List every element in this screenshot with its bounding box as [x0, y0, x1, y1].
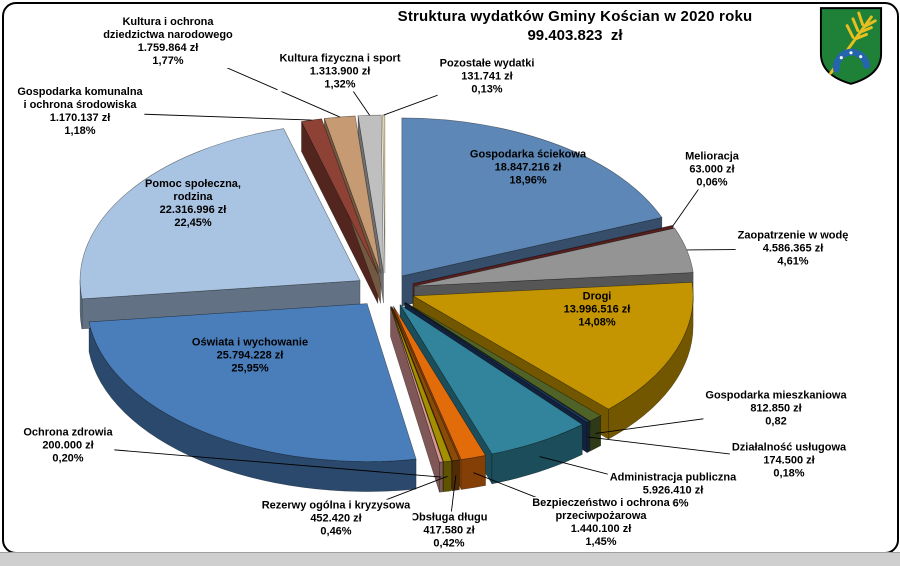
leader-line-2 — [686, 248, 794, 251]
pie-slice-7 — [393, 306, 487, 460]
leader-line-5 — [588, 436, 790, 462]
pie-slice-4 — [405, 302, 602, 422]
pie-slice-10 — [390, 306, 444, 463]
leader-line-1 — [672, 169, 713, 226]
horseshoe-nails — [839, 51, 863, 60]
pie-slice-wall-7 — [460, 455, 486, 490]
leader-line-14 — [167, 41, 340, 118]
pie-slice-0 — [401, 117, 663, 277]
pie-slice-6 — [399, 304, 583, 455]
pie-slice-8 — [391, 306, 460, 462]
leader-line-13 — [79, 111, 312, 121]
pie-slice-5 — [404, 302, 591, 424]
pie-slice-15 — [357, 114, 384, 274]
chart-title: Struktura wydatków Gminy Kościan w 2020 … — [397, 8, 753, 25]
coat-of-arms — [819, 7, 883, 85]
bottom-gray-strip — [0, 552, 900, 566]
pie-slice-12 — [79, 128, 361, 300]
pie-slice-wall-9 — [443, 460, 452, 493]
pie-slice-3 — [412, 282, 694, 410]
pie-slice-9 — [390, 306, 452, 463]
chart-total: 99.403.823 zł — [527, 27, 623, 44]
pie-slice-wall-8 — [452, 459, 460, 492]
pie-slice-14 — [323, 115, 381, 274]
pie-slice-wall-4 — [589, 415, 601, 452]
pie-slice-11 — [88, 303, 417, 462]
leader-line-10 — [67, 445, 442, 478]
leader-line-7 — [473, 472, 602, 524]
leader-line-15 — [339, 71, 370, 116]
title-block: Struktura wydatków Gminy Kościan w 2020 … — [398, 8, 753, 44]
leader-line-16 — [383, 76, 488, 116]
leader-line-6 — [539, 456, 674, 492]
